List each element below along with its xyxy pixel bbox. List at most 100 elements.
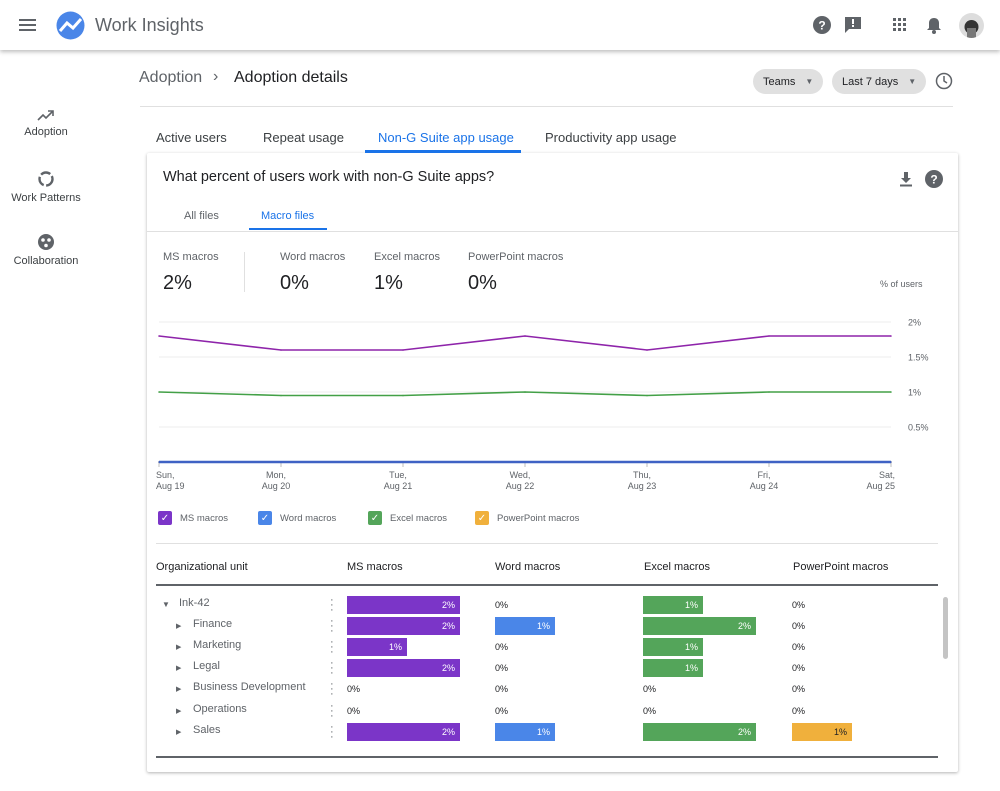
tab-productivity-app-usage[interactable]: Productivity app usage xyxy=(545,130,677,145)
org-unit-name[interactable]: Marketing xyxy=(193,639,242,652)
feedback-icon[interactable] xyxy=(843,15,863,35)
stat-label-excel-macros: Excel macros xyxy=(374,251,441,263)
legend-item-ms-macros[interactable]: ✓ MS macros xyxy=(158,511,228,525)
x-tick-label: Mon, Aug 20 xyxy=(262,470,291,491)
value-bar: 2% xyxy=(643,722,756,741)
legend-item-word-macros[interactable]: ✓ Word macros xyxy=(258,511,336,525)
svg-text:?: ? xyxy=(818,19,825,33)
help-icon[interactable]: ? xyxy=(812,15,832,35)
org-unit-name[interactable]: Ink-42 xyxy=(179,597,210,609)
value-bar: 2% xyxy=(643,617,756,636)
column-header-word-macros[interactable]: Word macros xyxy=(495,561,561,573)
y-tick-label: 1% xyxy=(908,388,921,398)
value-text: 0% xyxy=(347,705,361,716)
org-unit-name[interactable]: Sales xyxy=(193,723,221,736)
checkbox-checked-icon[interactable]: ✓ xyxy=(475,511,489,525)
notifications-bell-icon[interactable] xyxy=(924,15,944,35)
sidebar-item-label: Collaboration xyxy=(13,255,79,267)
checkbox-checked-icon[interactable]: ✓ xyxy=(258,511,272,525)
expand-caret-right-icon[interactable]: ▶ xyxy=(176,623,182,631)
table-bottom-rule xyxy=(156,756,938,758)
org-unit-name[interactable]: Finance xyxy=(193,618,233,631)
expand-caret-right-icon[interactable]: ▶ xyxy=(176,707,182,715)
data-point xyxy=(280,349,282,351)
x-tick-label: Fri, Aug 24 xyxy=(750,470,779,491)
breadcrumb-parent[interactable]: Adoption xyxy=(139,69,203,86)
tab-non-g-suite-app-usage[interactable]: Non-G Suite app usage xyxy=(378,130,514,145)
value-text: 0% xyxy=(792,663,806,674)
table-scrollbar[interactable] xyxy=(943,597,948,659)
download-icon[interactable] xyxy=(896,169,916,189)
expand-caret-right-icon[interactable]: ▶ xyxy=(176,728,182,736)
data-point xyxy=(524,391,526,393)
column-header-org-unit[interactable]: Organizational unit xyxy=(156,561,248,573)
table-header-rule xyxy=(156,584,938,586)
value-bar: 1% xyxy=(495,617,555,636)
y-tick-label: 0.5% xyxy=(908,423,929,433)
date-range-value: Last 7 days xyxy=(842,75,899,88)
app-title: Work Insights xyxy=(95,15,204,35)
subtab-all-files[interactable]: All files xyxy=(184,210,219,222)
menu-icon[interactable] xyxy=(18,15,38,35)
data-point xyxy=(280,394,282,397)
tab-repeat-usage[interactable]: Repeat usage xyxy=(263,130,344,145)
value-text: 0% xyxy=(495,642,509,653)
apps-grid-icon[interactable] xyxy=(890,15,910,35)
sidebar-item-work-patterns[interactable]: Work Patterns xyxy=(0,170,92,204)
legend-item-excel-macros[interactable]: ✓ Excel macros xyxy=(368,511,447,525)
sidebar-item-label: Adoption xyxy=(24,126,68,138)
card-title: What percent of users work with non-G Su… xyxy=(163,169,495,185)
table-row: ▶ Legal · · · 2% 0% 1% 0% xyxy=(147,657,937,680)
org-unit-name[interactable]: Business Development xyxy=(193,681,306,694)
help-icon[interactable]: ? xyxy=(924,169,944,189)
table-row: ▶ Business Development · · · 0% 0% 0% 0% xyxy=(147,678,937,701)
checkbox-checked-icon[interactable]: ✓ xyxy=(158,511,172,525)
expand-caret-down-icon[interactable]: ▼ xyxy=(162,600,170,609)
value-text: 0% xyxy=(792,684,806,695)
stat-label-ms-macros: MS macros xyxy=(163,251,219,263)
more-vert-icon[interactable]: · · · xyxy=(330,615,334,638)
y-axis-label: % of users xyxy=(880,279,923,289)
more-vert-icon[interactable]: · · · xyxy=(330,699,334,722)
more-vert-icon[interactable]: · · · xyxy=(330,594,334,616)
active-subtab-indicator xyxy=(249,228,327,230)
teams-dropdown[interactable]: Teams ▼ xyxy=(753,69,824,94)
legend-item-powerpoint-macros[interactable]: ✓ PowerPoint macros xyxy=(475,511,579,525)
more-vert-icon[interactable]: · · · xyxy=(330,657,334,680)
column-header-excel-macros[interactable]: Excel macros xyxy=(644,561,711,573)
column-header-powerpoint-macros[interactable]: PowerPoint macros xyxy=(793,561,889,573)
value-bar: 1% xyxy=(347,638,407,657)
more-vert-icon[interactable]: · · · xyxy=(330,678,334,701)
sidebar-item-label: Work Patterns xyxy=(11,192,81,204)
expand-caret-right-icon[interactable]: ▶ xyxy=(176,665,182,673)
legend-label: PowerPoint macros xyxy=(497,512,580,524)
history-clock-icon[interactable] xyxy=(934,71,954,91)
expand-caret-right-icon[interactable]: ▶ xyxy=(176,686,182,694)
value-bar: 1% xyxy=(792,722,852,741)
data-point xyxy=(890,391,892,393)
date-range-dropdown[interactable]: Last 7 days ▼ xyxy=(832,69,927,94)
data-point xyxy=(158,461,160,463)
org-unit-name[interactable]: Operations xyxy=(193,702,247,715)
more-vert-icon[interactable]: · · · xyxy=(330,636,334,659)
table-row: ▶ Sales · · · 2% 1% 2% 1% xyxy=(147,720,937,744)
more-vert-icon[interactable]: · · · xyxy=(330,720,334,743)
svg-text:?: ? xyxy=(930,173,937,187)
data-point xyxy=(768,335,770,337)
checkbox-checked-icon[interactable]: ✓ xyxy=(368,511,382,525)
column-header-ms-macros[interactable]: MS macros xyxy=(347,561,403,573)
sidebar-item-adoption[interactable]: Adoption xyxy=(0,108,92,138)
data-point xyxy=(768,391,770,393)
subtab-macro-files[interactable]: Macro files xyxy=(261,210,315,222)
sidebar-item-collaboration[interactable]: Collaboration xyxy=(0,233,92,267)
table-row: ▼ Ink-42 · · · 2% 0% 1% 0% xyxy=(147,594,937,617)
tab-active-users[interactable]: Active users xyxy=(156,130,227,145)
user-avatar[interactable] xyxy=(959,13,984,38)
top-app-bar: Work Insights ? xyxy=(0,0,1000,50)
data-point xyxy=(402,394,404,397)
org-unit-name[interactable]: Legal xyxy=(193,660,220,673)
data-point xyxy=(158,335,160,337)
expand-caret-right-icon[interactable]: ▶ xyxy=(176,644,182,652)
stat-label-powerpoint-macros: PowerPoint macros xyxy=(468,251,564,263)
